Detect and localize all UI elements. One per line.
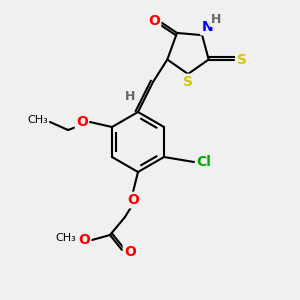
Text: O: O <box>127 193 139 207</box>
Text: CH₃: CH₃ <box>56 233 76 243</box>
Text: H: H <box>125 91 135 103</box>
Text: O: O <box>124 245 136 259</box>
Text: O: O <box>76 115 88 129</box>
Text: N: N <box>201 20 213 34</box>
Text: Cl: Cl <box>196 155 211 169</box>
Text: S: S <box>237 52 247 67</box>
Text: H: H <box>211 13 221 26</box>
Text: O: O <box>78 233 90 247</box>
Text: S: S <box>183 75 193 89</box>
Text: O: O <box>148 14 160 28</box>
Text: CH₃: CH₃ <box>28 115 48 125</box>
